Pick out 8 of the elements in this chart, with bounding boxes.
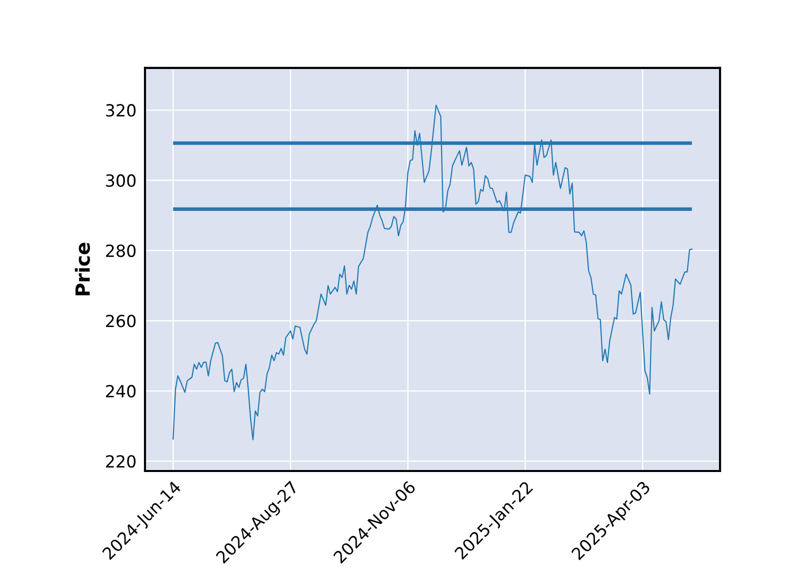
y-tick-label: 300 bbox=[106, 174, 136, 187]
y-tick-label: 320 bbox=[106, 104, 136, 117]
y-tick-label: 280 bbox=[106, 244, 136, 258]
y-tick-label: 240 bbox=[106, 384, 136, 398]
y-tick-label: 260 bbox=[106, 314, 136, 328]
y-tick-label: 220 bbox=[106, 455, 136, 468]
line-series bbox=[172, 104, 692, 440]
y-axis-title: Price bbox=[74, 242, 90, 296]
